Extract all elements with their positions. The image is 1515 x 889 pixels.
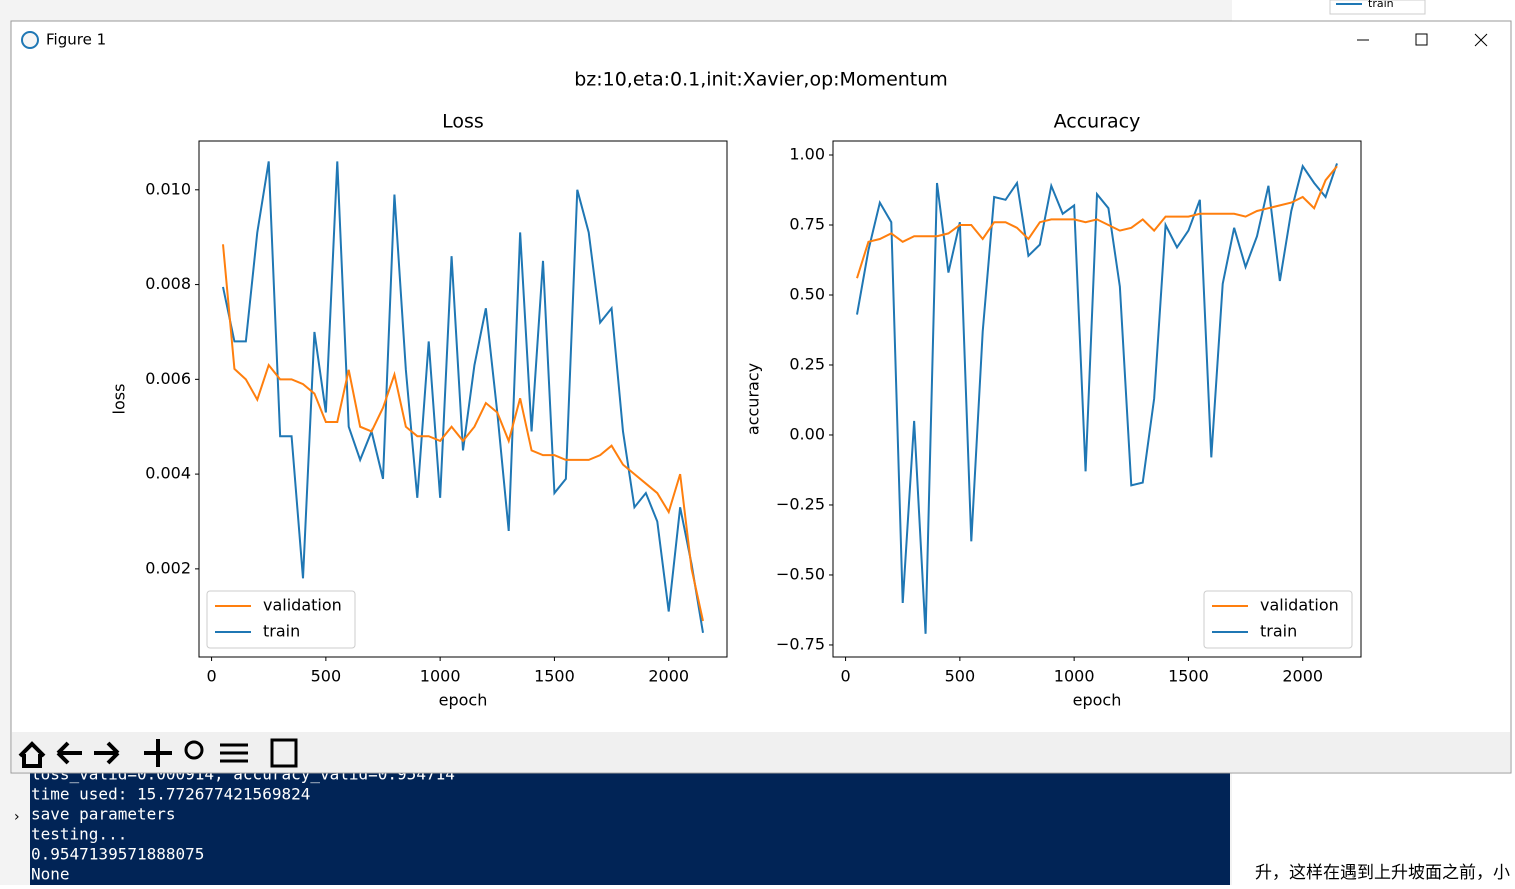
y-tick-label: 0.010 [145, 179, 191, 198]
configure-button[interactable] [220, 743, 248, 763]
series-line [222, 161, 704, 633]
series-line [222, 244, 704, 622]
x-tick-label: 500 [311, 667, 342, 686]
pan-button[interactable] [144, 739, 172, 767]
close-button[interactable] [1474, 33, 1488, 47]
x-tick-label: 2000 [1282, 667, 1323, 686]
back-button[interactable] [56, 741, 82, 765]
x-tick-label: 1000 [1054, 667, 1095, 686]
plot-frame [198, 140, 728, 658]
y-axis-label: loss [110, 384, 129, 415]
plot-area [199, 141, 727, 657]
plots: 0 500 1000 1500 2000 0.002 0.004 0.006 0.008 0.01… [110, 111, 1362, 710]
save-button[interactable] [270, 738, 298, 768]
plot-title: Accuracy [1054, 111, 1141, 133]
console-line: time used: 15.772677421569824 [31, 785, 310, 804]
x-axis-label: epoch [1073, 691, 1122, 710]
legend-entry: train [263, 622, 300, 641]
console-line: save parameters [31, 805, 176, 824]
legend-entry: train [1260, 622, 1297, 641]
series-line [856, 163, 1338, 634]
x-tick-label: 2000 [648, 667, 689, 686]
x-tick-label: 500 [945, 667, 976, 686]
home-button[interactable] [18, 741, 46, 768]
forward-button[interactable] [94, 741, 120, 765]
x-tick-label: 0 [840, 667, 850, 686]
console-line: None [31, 865, 70, 884]
console-line: 0.9547139571888075 [31, 845, 204, 864]
y-tick-label: 1.00 [789, 144, 825, 163]
maximize-button[interactable] [1415, 33, 1428, 46]
x-tick-label: 1500 [1168, 667, 1209, 686]
app-icon [21, 31, 39, 49]
legend-entry: validation [263, 596, 342, 615]
window-title: Figure 1 [46, 31, 106, 49]
y-tick-label: −0.25 [776, 494, 825, 513]
y-tick-label: −0.75 [776, 634, 825, 653]
zoom-button[interactable] [184, 740, 204, 760]
legend-fragment: train [1368, 0, 1394, 10]
toolbar [12, 732, 1510, 772]
y-tick-label: 0.008 [145, 274, 191, 293]
x-tick-label: 0 [206, 667, 216, 686]
figure-title: bz:10,eta:0.1,init:Xavier,op:Momentum [574, 69, 948, 91]
series-line [856, 165, 1338, 279]
plot-frame [832, 140, 1362, 658]
y-tick-label: 0.75 [789, 214, 825, 233]
y-tick-label: −0.50 [776, 564, 825, 583]
y-tick-label: 0.002 [145, 558, 191, 577]
y-tick-label: 0.006 [145, 369, 191, 388]
y-tick-label: 0.25 [789, 354, 825, 373]
x-tick-label: 1000 [420, 667, 461, 686]
document-text: 升，这样在遇到上升坡面之前，小 [1255, 863, 1510, 883]
y-tick-label: 0.004 [145, 464, 191, 483]
y-axis-label: accuracy [744, 363, 763, 435]
plot-title: Loss [442, 111, 484, 133]
console-line: testing... [31, 825, 127, 844]
legend-entry: validation [1260, 596, 1339, 615]
figure-window: Figure 1 bz:10,eta:0.1,init:Xavier,op:Mo… [10, 20, 1512, 774]
x-axis-label: epoch [439, 691, 488, 710]
console [30, 765, 1230, 885]
y-tick-label: 0.00 [789, 424, 825, 443]
x-tick-label: 1500 [534, 667, 575, 686]
expand-arrow[interactable]: › [14, 809, 20, 825]
y-tick-label: 0.50 [789, 284, 825, 303]
